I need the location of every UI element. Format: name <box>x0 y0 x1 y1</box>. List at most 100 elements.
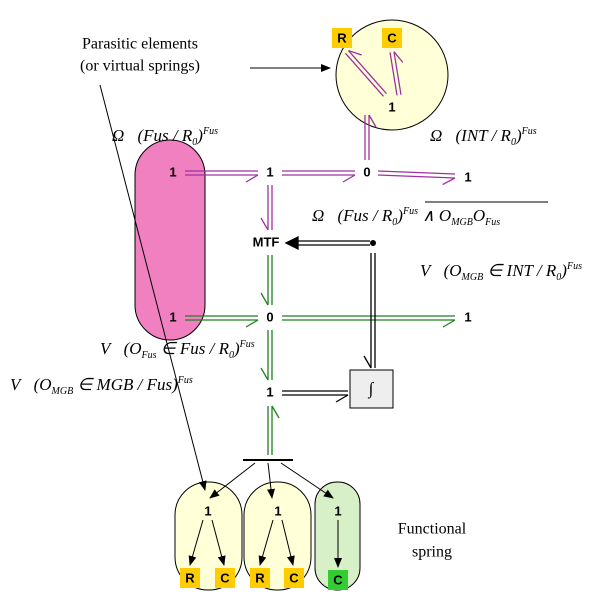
math-part: ∈ INT / R <box>483 261 557 280</box>
bond <box>284 235 370 251</box>
junction: 1 <box>464 309 471 324</box>
bond <box>377 170 456 186</box>
bond <box>389 51 404 96</box>
c-label: C <box>289 570 299 585</box>
math-part: 0 <box>511 137 516 148</box>
bond-barb <box>348 50 362 56</box>
junction: 1 <box>464 169 471 184</box>
bond <box>282 170 356 183</box>
bond-barb <box>442 319 456 328</box>
math-part: Ω⃗(Fus / R <box>312 206 393 225</box>
math-part: Fus <box>239 339 255 350</box>
math-part: Fus <box>566 261 582 272</box>
math-part: 0 <box>392 217 397 228</box>
math-part: ) <box>560 261 567 280</box>
math-part: O <box>473 206 485 225</box>
bond <box>364 114 377 160</box>
junction: MTF <box>253 234 280 249</box>
bond-barb <box>245 319 259 328</box>
junction: 0 <box>266 309 273 324</box>
math-label: Ω⃗(Fus / R0)Fus <box>112 126 218 148</box>
bond-barb <box>368 114 377 128</box>
bond-barb <box>260 292 269 306</box>
r-label: R <box>185 570 195 585</box>
arrow <box>209 462 256 499</box>
c-box <box>284 568 304 588</box>
math-part: MGB <box>51 386 74 397</box>
bond-line <box>378 170 456 175</box>
c-label: C <box>220 570 230 585</box>
math-part: V⃗(O <box>420 261 462 280</box>
math-part: 0 <box>229 350 234 361</box>
bond-barb <box>245 174 259 183</box>
math-label: V⃗(OFus ∈ Fus / R0)Fus <box>100 339 255 361</box>
arrow <box>99 84 207 491</box>
arrow <box>267 462 275 499</box>
annotation: spring <box>412 544 452 561</box>
arrow-head <box>284 235 299 251</box>
bond-barb <box>393 51 404 63</box>
math-part: ∈ Fus / R <box>157 339 230 358</box>
bond <box>282 315 456 328</box>
bond <box>260 255 273 306</box>
math-part: MGB <box>450 217 473 228</box>
math-label: Ω⃗(INT / R0)Fus <box>430 126 537 148</box>
bond <box>282 390 349 403</box>
junction: 1 <box>204 503 211 518</box>
bond <box>260 185 273 231</box>
math-part: Fus <box>177 375 193 386</box>
math-part: Fus <box>402 206 418 217</box>
c-box <box>382 28 402 48</box>
c-label: C <box>387 30 397 45</box>
math-part: MGB <box>461 272 484 283</box>
math-part: Fus <box>521 126 537 137</box>
junction: 1 <box>266 164 273 179</box>
arrow <box>188 519 204 566</box>
bond-barb <box>442 177 456 186</box>
bond-barb <box>342 174 356 183</box>
arrow <box>211 519 226 566</box>
c-label: C <box>333 572 343 587</box>
bond <box>185 170 259 183</box>
bond <box>345 50 387 97</box>
math-part: Fus <box>484 217 500 228</box>
junction: 1 <box>388 99 395 114</box>
dot <box>370 240 376 246</box>
junction: 0 <box>363 164 370 179</box>
bond-line <box>348 50 387 95</box>
bond <box>260 330 273 381</box>
junction: 1 <box>169 309 176 324</box>
integrator: ∫ <box>368 379 375 399</box>
annotation: (or virtual springs) <box>80 58 200 75</box>
arrow <box>280 462 334 499</box>
math-part: ) <box>396 206 403 225</box>
bond-line <box>393 51 402 95</box>
bond-barb <box>335 394 349 403</box>
junction: 1 <box>266 384 273 399</box>
bond-barb <box>271 405 280 419</box>
bond <box>185 315 259 328</box>
math-part: V⃗(O <box>100 339 142 358</box>
bond-line <box>345 52 384 97</box>
math-part: V⃗(O <box>10 375 52 394</box>
r-box <box>332 28 352 48</box>
math-part: ∈ MGB / Fus) <box>73 375 178 394</box>
bond-barb <box>363 355 372 369</box>
annotation: Functional <box>398 521 467 538</box>
r-box <box>180 568 200 588</box>
math-part: 0 <box>192 137 197 148</box>
math-part: ) <box>515 126 522 145</box>
bond-line <box>377 174 455 179</box>
bond <box>363 253 376 369</box>
r-label: R <box>337 30 347 45</box>
junction: 1 <box>274 503 281 518</box>
bond-line <box>389 52 398 96</box>
c-box <box>215 568 235 588</box>
math-part: ∧ O <box>418 206 451 225</box>
c-box <box>328 570 348 590</box>
math-part: Ω⃗(INT / R <box>430 126 512 145</box>
r-label: R <box>255 570 265 585</box>
arrow <box>258 519 274 566</box>
integrator-box <box>349 369 394 409</box>
